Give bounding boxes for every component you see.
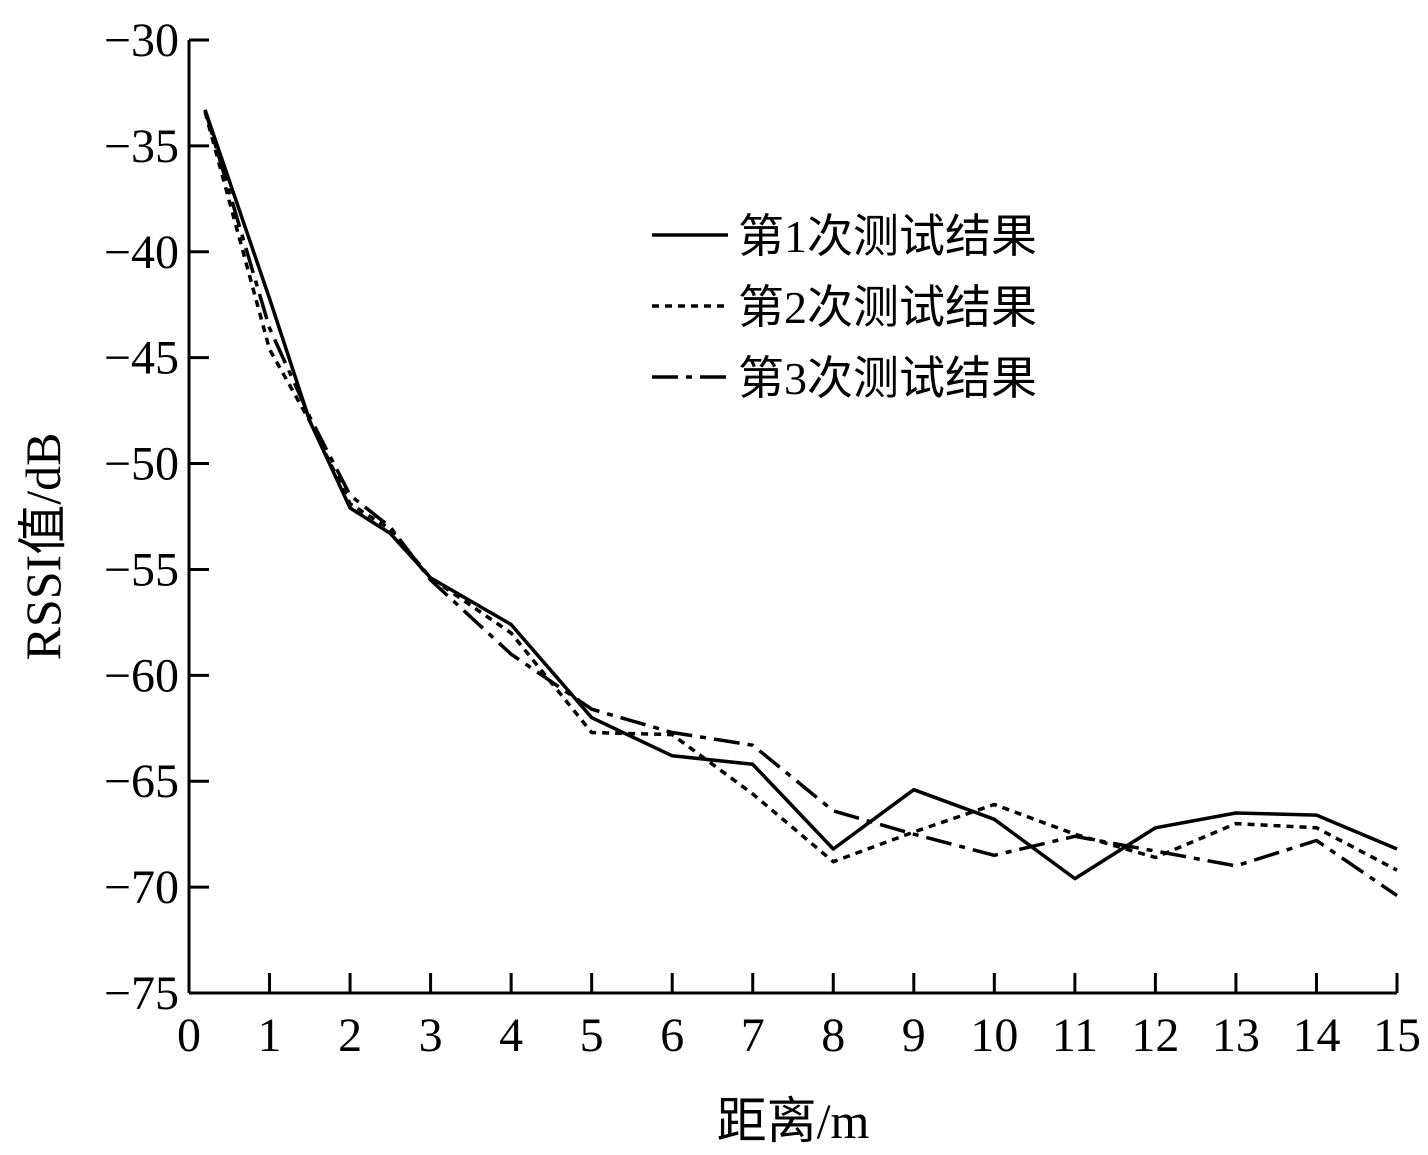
legend-label-1: 第1次测试结果	[738, 211, 1037, 262]
x-tick-label: 3	[419, 1009, 443, 1062]
x-tick-label: 5	[580, 1009, 604, 1062]
y-tick-label: −35	[104, 120, 179, 173]
x-axis-title: 距离/m	[717, 1093, 870, 1149]
x-tick-label: 8	[821, 1009, 845, 1062]
x-tick-label: 2	[338, 1009, 362, 1062]
series-line-3	[203, 109, 1398, 898]
x-tick-label: 15	[1373, 1009, 1421, 1062]
y-tick-label: −55	[104, 543, 179, 596]
y-tick-label: −40	[104, 226, 179, 279]
ticks: 0 1 2 3 4 5 6 7 8 9 10 11 12 13 14 15−30−35−40−45−50−55…	[104, 14, 1421, 1062]
x-tick-label: 10	[970, 1009, 1018, 1062]
y-tick-label: −60	[104, 649, 179, 702]
x-tick-label: 4	[499, 1009, 523, 1062]
x-tick-label: 14	[1292, 1009, 1340, 1062]
y-tick-label: −30	[104, 14, 179, 67]
y-tick-label: −75	[104, 967, 179, 1020]
axes	[187, 40, 1397, 995]
y-tick-label: −45	[104, 332, 179, 385]
plot-lines	[203, 109, 1398, 898]
y-tick-label: −70	[104, 861, 179, 914]
y-tick-label: −50	[104, 438, 179, 491]
x-tick-label: 7	[741, 1009, 765, 1062]
x-tick-label: 6	[660, 1009, 684, 1062]
x-tick-label: 13	[1212, 1009, 1260, 1062]
y-axis-title: RSSI值/dB	[15, 433, 71, 661]
x-tick-label: 12	[1131, 1009, 1179, 1062]
legend-label-2: 第2次测试结果	[738, 282, 1037, 333]
y-tick-label: −65	[104, 755, 179, 808]
x-tick-label: 1	[258, 1009, 282, 1062]
legend-label-3: 第3次测试结果	[738, 353, 1037, 404]
x-tick-label: 0	[177, 1009, 201, 1062]
x-tick-label: 11	[1052, 1009, 1098, 1062]
x-tick-label: 9	[902, 1009, 926, 1062]
